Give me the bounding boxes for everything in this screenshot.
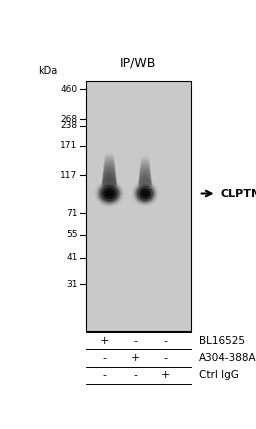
Ellipse shape (104, 165, 115, 170)
Text: 460: 460 (60, 85, 78, 94)
Ellipse shape (104, 164, 115, 169)
Text: 117: 117 (60, 171, 78, 180)
Ellipse shape (141, 164, 150, 170)
Text: Ctrl IgG: Ctrl IgG (199, 370, 239, 380)
Ellipse shape (140, 169, 150, 175)
Ellipse shape (103, 178, 116, 183)
Ellipse shape (139, 182, 152, 187)
Text: 171: 171 (60, 141, 78, 150)
Ellipse shape (106, 190, 112, 196)
Ellipse shape (102, 179, 116, 185)
Ellipse shape (104, 168, 115, 173)
Text: 55: 55 (66, 230, 78, 239)
Ellipse shape (139, 176, 151, 181)
Text: -: - (102, 370, 106, 380)
Ellipse shape (139, 178, 151, 184)
Text: CLPTM1: CLPTM1 (220, 188, 256, 199)
Ellipse shape (140, 173, 151, 178)
Ellipse shape (142, 191, 148, 196)
Text: 238: 238 (60, 121, 78, 130)
Ellipse shape (141, 162, 150, 167)
Ellipse shape (105, 157, 114, 162)
Text: 268: 268 (60, 115, 78, 124)
Text: BL16525: BL16525 (199, 336, 245, 346)
Ellipse shape (104, 162, 114, 168)
Text: 71: 71 (66, 209, 78, 218)
Ellipse shape (132, 181, 158, 205)
Ellipse shape (103, 169, 115, 175)
Ellipse shape (134, 183, 156, 204)
Ellipse shape (140, 167, 150, 172)
Ellipse shape (140, 189, 150, 199)
Text: +: + (100, 336, 109, 346)
Ellipse shape (103, 175, 116, 181)
Ellipse shape (136, 184, 155, 202)
Ellipse shape (105, 158, 114, 163)
Ellipse shape (137, 186, 153, 201)
Ellipse shape (141, 163, 150, 169)
Ellipse shape (104, 161, 114, 166)
Ellipse shape (139, 177, 151, 182)
Bar (86, 81, 191, 331)
Ellipse shape (104, 166, 115, 172)
Text: A304-388A: A304-388A (199, 353, 256, 363)
Text: kDa: kDa (38, 66, 57, 76)
Ellipse shape (102, 181, 116, 186)
Ellipse shape (140, 171, 150, 176)
Text: 41: 41 (66, 254, 78, 263)
Ellipse shape (102, 182, 116, 187)
Text: -: - (164, 336, 168, 346)
Ellipse shape (99, 184, 120, 203)
Ellipse shape (103, 171, 115, 176)
Ellipse shape (97, 182, 122, 205)
Text: +: + (161, 370, 170, 380)
Ellipse shape (140, 175, 151, 180)
Ellipse shape (140, 168, 150, 174)
Text: 31: 31 (66, 280, 78, 289)
Ellipse shape (104, 188, 115, 199)
Ellipse shape (95, 181, 123, 206)
Ellipse shape (103, 174, 116, 179)
Ellipse shape (104, 160, 114, 165)
Text: +: + (131, 353, 140, 363)
Ellipse shape (103, 177, 116, 182)
Text: IP/WB: IP/WB (120, 57, 156, 69)
Text: -: - (102, 353, 106, 363)
Text: -: - (133, 370, 137, 380)
Ellipse shape (103, 172, 115, 178)
Text: -: - (133, 336, 137, 346)
Ellipse shape (139, 180, 151, 185)
Ellipse shape (139, 181, 151, 186)
Ellipse shape (140, 166, 150, 171)
Text: -: - (164, 353, 168, 363)
Ellipse shape (101, 186, 118, 201)
Ellipse shape (140, 172, 151, 177)
